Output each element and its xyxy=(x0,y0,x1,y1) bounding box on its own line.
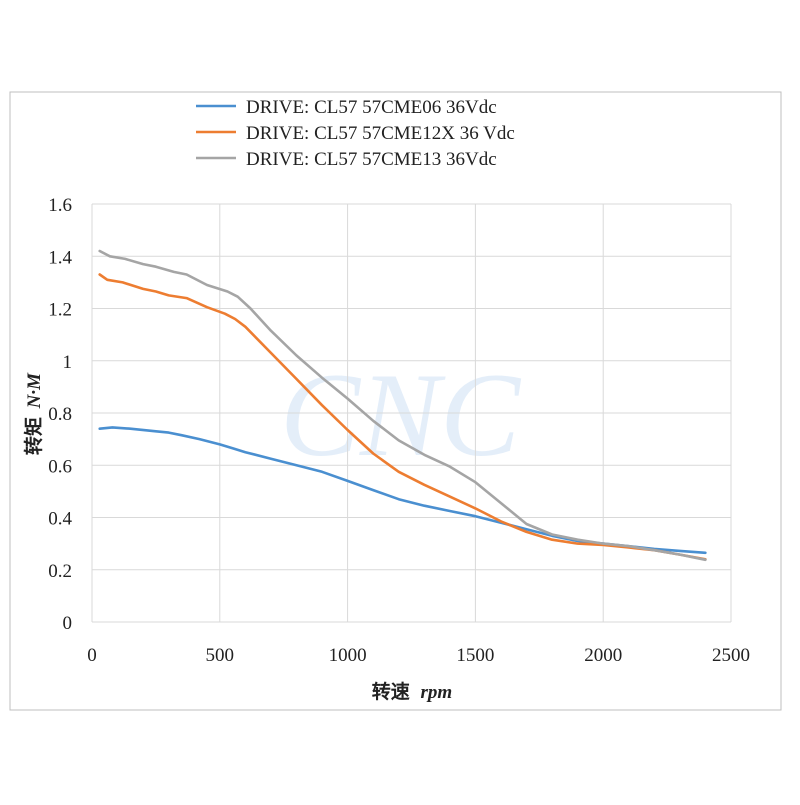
legend: DRIVE: CL57 57CME06 36Vdc DRIVE: CL57 57C… xyxy=(196,97,515,170)
legend-label-1: DRIVE: CL57 57CME06 36Vdc xyxy=(246,97,497,118)
x-tick-label: 1500 xyxy=(456,645,494,666)
x-axis-title-unit: rpm xyxy=(421,682,453,703)
y-tick-label: 1 xyxy=(63,352,73,373)
y-tick-label: 0 xyxy=(63,613,73,634)
series-line-3 xyxy=(98,249,707,562)
x-tick-label: 2500 xyxy=(712,645,750,666)
x-tick-label: 500 xyxy=(206,645,235,666)
y-tick-label: 0.2 xyxy=(48,561,72,582)
x-tick-label: 2000 xyxy=(584,645,622,666)
x-tick-label: 0 xyxy=(87,645,97,666)
x-tick-label: 1000 xyxy=(329,645,367,666)
legend-label-3: DRIVE: CL57 57CME13 36Vdc xyxy=(246,149,497,170)
y-tick-label: 1.2 xyxy=(48,300,72,321)
series-group xyxy=(98,249,707,562)
series-line-2 xyxy=(98,273,707,561)
legend-label-2: DRIVE: CL57 57CME12X 36 Vdc xyxy=(246,123,515,144)
y-tick-label: 1.6 xyxy=(48,195,72,216)
y-tick-label: 0.6 xyxy=(48,456,72,477)
y-axis-title: 转矩 N·M xyxy=(22,372,45,455)
chart-frame xyxy=(9,91,782,711)
x-axis-title: 转速 rpm xyxy=(372,680,452,703)
y-tick-label: 0.8 xyxy=(48,404,72,425)
x-axis-ticks: 0 500 1000 1500 2000 2500 xyxy=(87,645,750,666)
grid xyxy=(91,203,732,623)
y-tick-label: 0.4 xyxy=(48,509,72,530)
y-tick-label: 1.4 xyxy=(48,247,72,268)
y-axis-title-cn: 转矩 xyxy=(22,417,45,455)
y-axis-title-unit: N·M xyxy=(24,372,45,409)
x-axis-title-cn: 转速 xyxy=(372,680,410,703)
watermark: CNC xyxy=(280,348,522,481)
y-axis-ticks: 0 0.2 0.4 0.6 0.8 1 1.2 1.4 1.6 xyxy=(48,195,72,634)
